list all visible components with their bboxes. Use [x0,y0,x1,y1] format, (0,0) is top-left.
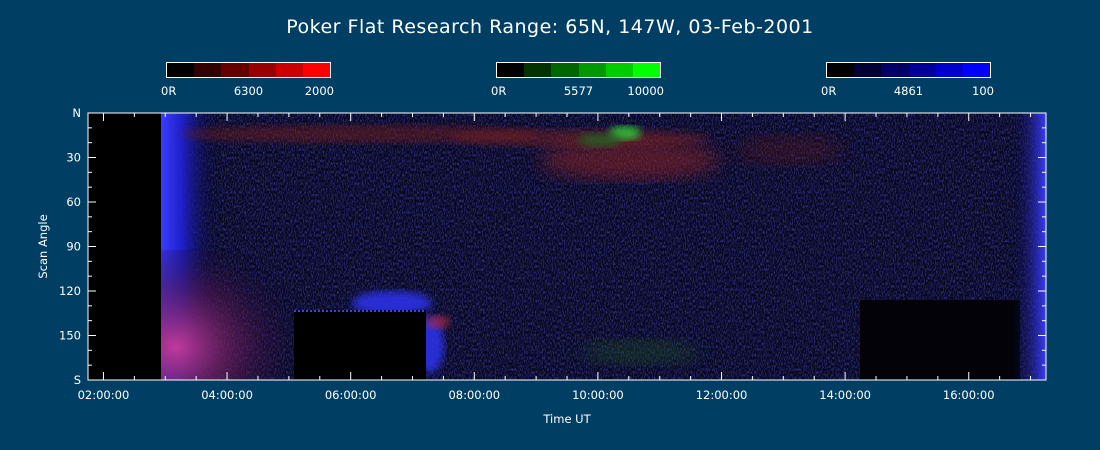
colorbar-4861-max-label: 100 [972,84,994,98]
x-tick-label: 10:00:00 [572,388,624,402]
x-tick-label: 02:00:00 [78,388,130,402]
colorbar-swatch [578,63,606,77]
x-tick-label: 16:00:00 [943,388,995,402]
chart-title: Poker Flat Research Range: 65N, 147W, 03… [286,16,814,38]
y-tick-label: N [72,106,81,120]
colorbar-swatch [221,63,249,77]
x-tick-label: 12:00:00 [696,388,748,402]
colorbar-5577-min-label: 0R [491,84,507,98]
x-tick-label: 04:00:00 [201,388,253,402]
colorbar-6300-name: 6300 [233,84,264,98]
keogram-image [88,113,1046,380]
x-tick-label: 06:00:00 [325,388,377,402]
x-tick-label: 08:00:00 [448,388,500,402]
y-tick-label: 30 [66,151,81,165]
colorbar-6300: 0R 6300 2000 [161,62,334,100]
colorbar-6300-swatches [166,62,331,78]
colorbar-5577-swatches [496,62,661,78]
colorbar-swatch [605,63,633,77]
colorbar-swatch [194,63,222,77]
y-tick-label: S [74,373,81,387]
colorbar-swatch [551,63,579,77]
colorbar-swatch [497,63,525,77]
colorbar-5577-max-label: 10000 [627,84,664,98]
colorbar-swatch [167,63,195,77]
y-tick-label: 90 [66,240,81,254]
colorbar-swatch [962,63,991,77]
colorbar-swatch [632,63,661,77]
x-tick-label: 14:00:00 [819,388,871,402]
y-axis-label: Scan Angle [36,214,50,278]
colorbar-swatch [854,63,882,77]
colorbar-swatch [302,63,331,77]
colorbar-4861: 0R 4861 100 [821,62,994,100]
colorbar-6300-max-label: 2000 [304,84,334,98]
colorbar-swatch [524,63,552,77]
colorbar-swatch [935,63,963,77]
y-tick-label: 150 [59,329,81,343]
colorbar-5577-name: 5577 [563,84,594,98]
colorbar-4861-min-label: 0R [821,84,837,98]
colorbar-swatch [275,63,303,77]
colorbar-swatch [248,63,276,77]
x-axis-label: Time UT [542,412,591,426]
colorbar-swatch [908,63,936,77]
colorbar-swatch [881,63,909,77]
colorbar-4861-name: 4861 [893,84,924,98]
y-tick-label: 120 [59,284,81,298]
colorbar-5577: 0R 5577 10000 [491,62,664,100]
colorbar-6300-min-label: 0R [161,84,177,98]
colorbar-4861-swatches [826,62,991,78]
colorbar-swatch [827,63,855,77]
y-tick-label: 60 [66,195,81,209]
